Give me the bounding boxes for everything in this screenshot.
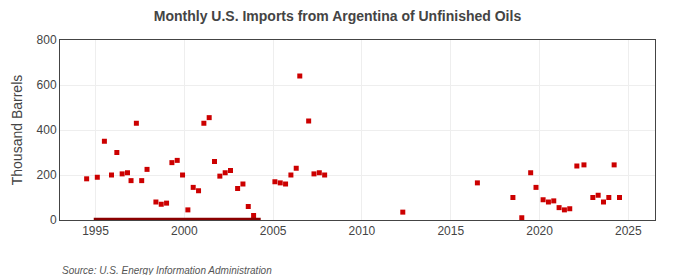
svg-text:Source: U.S. Energy Informatio: Source: U.S. Energy Information Administ… bbox=[62, 265, 272, 275]
svg-text:1995: 1995 bbox=[82, 224, 109, 238]
svg-text:0: 0 bbox=[50, 213, 57, 227]
svg-text:2000: 2000 bbox=[171, 224, 198, 238]
svg-text:800: 800 bbox=[37, 33, 57, 47]
svg-text:2020: 2020 bbox=[526, 224, 553, 238]
svg-text:2025: 2025 bbox=[615, 224, 642, 238]
svg-text:400: 400 bbox=[37, 123, 57, 137]
svg-text:200: 200 bbox=[37, 168, 57, 182]
svg-text:Monthly U.S. Imports from Arge: Monthly U.S. Imports from Argentina of U… bbox=[154, 8, 522, 24]
svg-text:600: 600 bbox=[37, 78, 57, 92]
svg-text:2005: 2005 bbox=[260, 224, 287, 238]
svg-text:Thousand Barrels: Thousand Barrels bbox=[9, 75, 25, 186]
svg-text:2015: 2015 bbox=[437, 224, 464, 238]
svg-text:2010: 2010 bbox=[349, 224, 376, 238]
